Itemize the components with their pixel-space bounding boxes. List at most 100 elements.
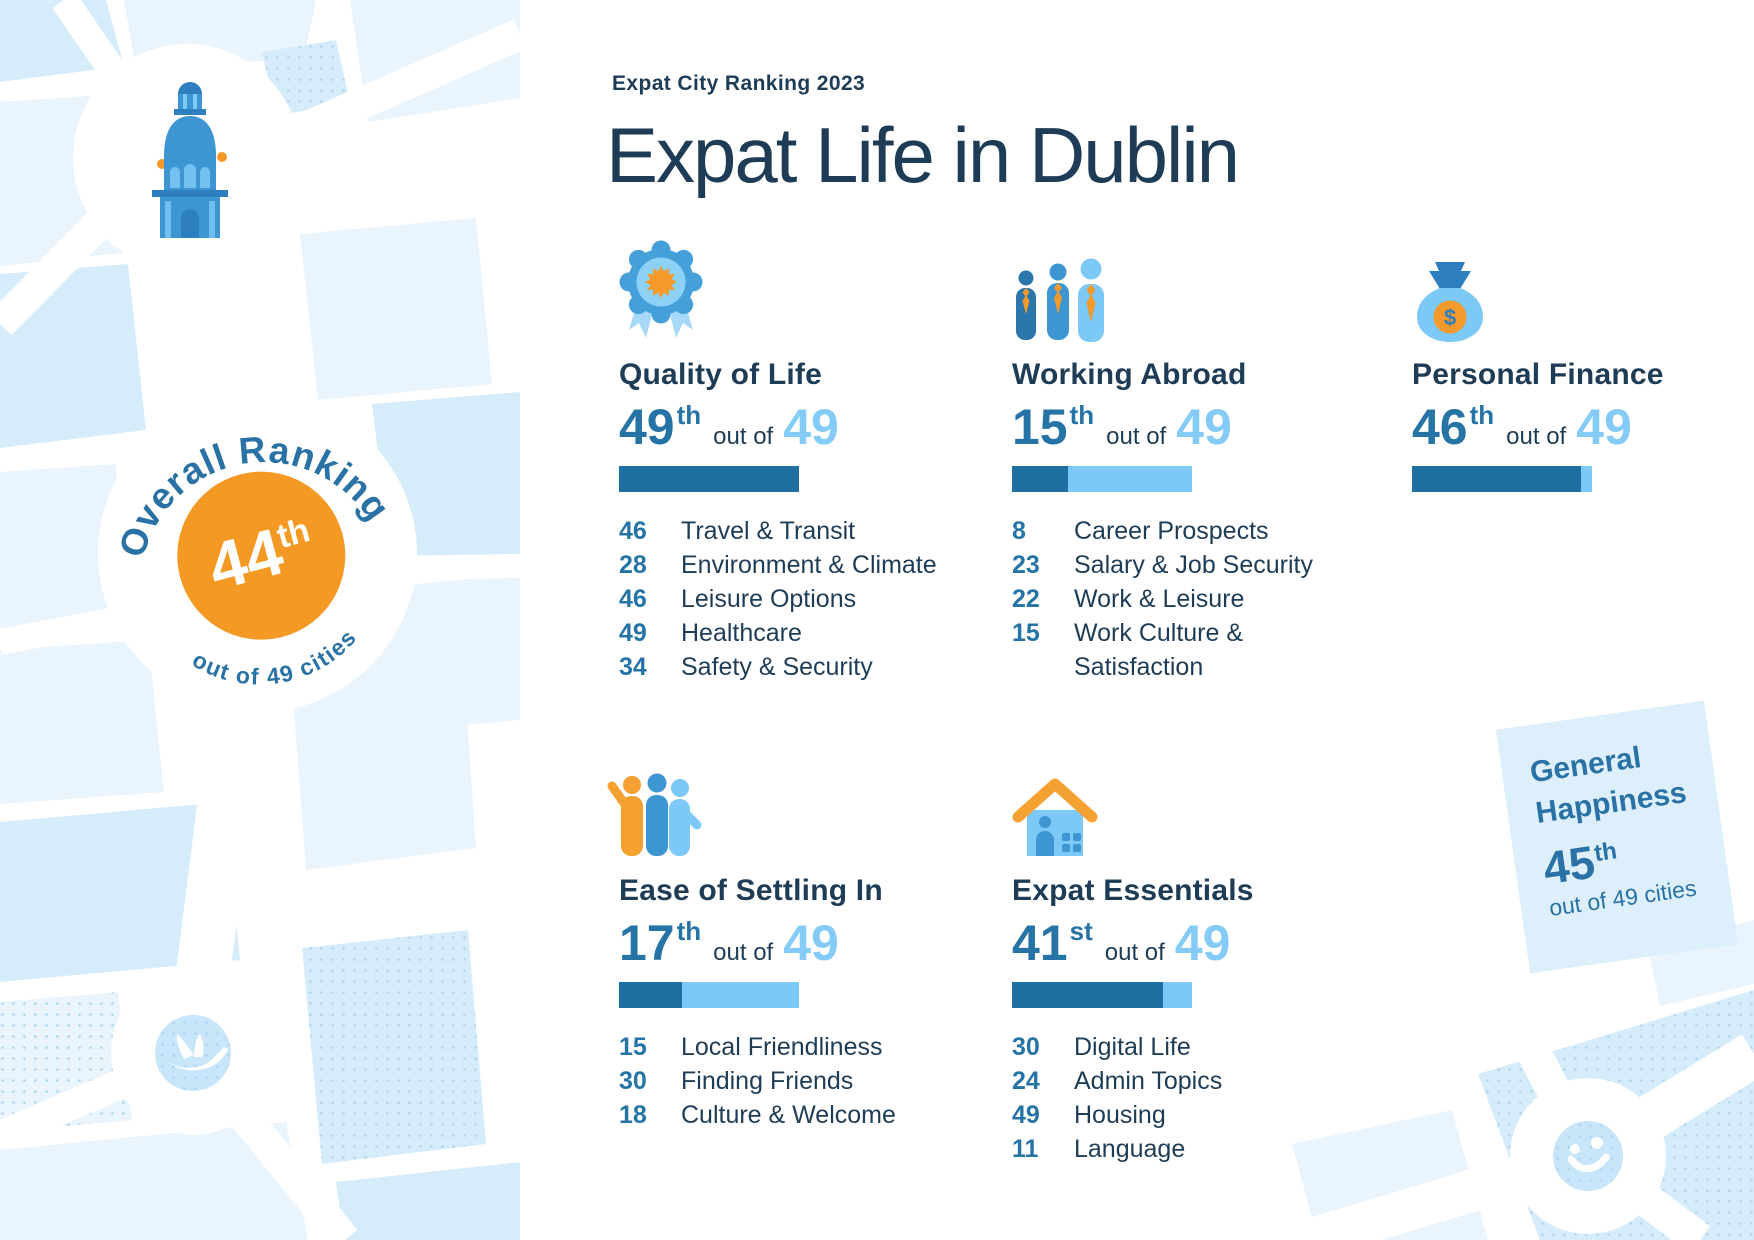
subcategory-row: 18 Culture & Welcome [619, 1098, 959, 1132]
rank-bar-fill [1412, 466, 1582, 492]
category-title: Quality of Life [619, 358, 823, 391]
rank-value: 46 [1412, 399, 1468, 455]
subcategory-row: 49 Housing [1012, 1098, 1352, 1132]
subcategory-row: 8 Career Prospects [1012, 514, 1352, 548]
subcategory-label: Work Culture & Satisfaction [1074, 619, 1244, 681]
subcategory-rank: 11 [1012, 1135, 1039, 1163]
subcategory-label: Work & Leisure [1074, 585, 1245, 613]
subcategory-list: 46 Travel & Transit 28 Environment & Clima… [619, 514, 959, 684]
category-card-ease-of-settling-in: Ease of Settling In 17th out of 49 15 Local… [607, 756, 959, 1132]
page-title: Expat Life in Dublin [606, 111, 1240, 199]
subcategory-rank: 34 [619, 653, 647, 681]
subcategory-rank: 8 [1012, 517, 1026, 545]
rank-value: 15 [1012, 399, 1068, 455]
subcategory-rank: 23 [1012, 551, 1040, 579]
subcategory-rank: 46 [619, 517, 647, 545]
subcategory-row: 34 Safety & Security [619, 650, 959, 684]
rank-suffix: th [676, 400, 702, 430]
rank-bar [1412, 466, 1592, 492]
rank-total: 49 [783, 399, 839, 455]
out-of-label: out of [1106, 423, 1167, 450]
general-happiness-card: General Happiness 45th out of 49 cities [1495, 700, 1739, 974]
subcategory-label: Housing [1074, 1101, 1166, 1129]
subcategory-label: Culture & Welcome [681, 1101, 896, 1129]
subcategory-label: Healthcare [681, 619, 802, 647]
category-title: Ease of Settling In [619, 874, 883, 907]
subcategory-label: Safety & Security [681, 653, 873, 681]
subcategory-rank: 49 [619, 619, 647, 647]
subcategory-row: 22 Work & Leisure [1012, 582, 1352, 616]
subcategory-list: 15 Local Friendliness 30 Finding Friends 1… [619, 1030, 959, 1132]
subcategory-row: 28 Environment & Climate [619, 548, 959, 582]
subcategory-rank: 15 [619, 1033, 647, 1061]
rank-suffix: th [1469, 400, 1495, 430]
category-title: Working Abroad [1012, 358, 1247, 391]
subcategory-row: 46 Leisure Options [619, 582, 959, 616]
subcategory-rank: 28 [619, 551, 647, 579]
rank-bar-fill [619, 466, 799, 492]
swan-icon [155, 1015, 231, 1091]
subcategory-row: 15 Local Friendliness [619, 1030, 959, 1064]
subcategory-label: Environment & Climate [681, 551, 937, 579]
category-card-working-abroad: Working Abroad 15th out of 49 8 Career Pros… [1012, 240, 1352, 684]
subcategory-label: Travel & Transit [681, 517, 856, 545]
rank-bar-fill [1012, 466, 1068, 492]
subcategory-rank: 30 [1012, 1033, 1040, 1061]
ranking-edition-label: Expat City Ranking 2023 [612, 72, 866, 95]
cathedral-icon [138, 80, 242, 243]
rank-total: 49 [1176, 399, 1232, 455]
subcategory-row: 11 Language [1012, 1132, 1352, 1166]
rank-suffix: th [1069, 400, 1095, 430]
rank-suffix: th [676, 916, 702, 946]
category-rank: 17th out of 49 [619, 918, 959, 968]
category-title: Personal Finance [1412, 358, 1664, 391]
subcategory-label: Salary & Job Security [1074, 551, 1313, 579]
overall-rank-circle [177, 471, 346, 640]
subcategory-rank: 49 [1012, 1101, 1040, 1129]
rank-value: 17 [619, 915, 675, 971]
category-card-quality-of-life: Quality of Life 49thout of 49 46 Travel & … [619, 240, 959, 684]
subcategory-row: 23 Salary & Job Security [1012, 548, 1352, 582]
general-happiness-title: General Happiness [1527, 741, 1689, 830]
rank-total: 49 [783, 915, 839, 971]
rank-bar [1012, 982, 1192, 1008]
rank-bar-fill [619, 982, 682, 1008]
rank-bar [1012, 466, 1192, 492]
out-of-label: out of [713, 939, 774, 966]
subcategory-list: 30 Digital Life 24 Admin Topics 49 Housing … [1012, 1030, 1352, 1166]
subcategory-rank: 46 [619, 585, 647, 613]
dollar-sign-glyph: $ [1444, 305, 1456, 330]
out-of-label: out of [1104, 939, 1165, 966]
subcategory-rank: 30 [619, 1067, 647, 1095]
subcategory-row: 24 Admin Topics [1012, 1064, 1352, 1098]
rank-value: 49 [619, 399, 675, 455]
subcategory-row: 49 Healthcare [619, 616, 959, 650]
category-rank: 41st out of 49 [1012, 918, 1352, 968]
subcategory-row: 30 Finding Friends [619, 1064, 959, 1098]
rank-bar [619, 982, 799, 1008]
overall-ranking-badge: Overall Ranking 44th out of 49 cities [96, 396, 417, 712]
rank-bar [619, 466, 799, 492]
subcategory-list: 8 Career Prospects 23 Salary & Job Securit… [1012, 514, 1352, 684]
rank-suffix: st [1069, 916, 1093, 946]
house-icon [1012, 756, 1352, 860]
rank-total: 49 [1174, 915, 1231, 971]
category-rank: 46th out of 49 [1412, 402, 1754, 452]
subcategory-label: Admin Topics [1074, 1067, 1223, 1095]
friends-group-icon [607, 756, 959, 860]
category-rank: 15th out of 49 [1012, 402, 1352, 452]
subcategory-label: Language [1074, 1135, 1186, 1163]
rank-value: 41 [1012, 915, 1068, 971]
subcategory-rank: 24 [1012, 1067, 1040, 1095]
subcategory-row: 15 Work Culture & Satisfaction [1012, 616, 1352, 684]
business-people-icon [1012, 240, 1352, 344]
category-card-expat-essentials: Expat Essentials 41st out of 49 30 Digital … [1012, 756, 1352, 1166]
category-title: Expat Essentials [1012, 874, 1254, 907]
rank-bar-fill [1012, 982, 1164, 1008]
money-bag-icon: $ [1412, 240, 1754, 344]
category-card-personal-finance: $ Personal Finance 46th out of 49 [1412, 240, 1754, 492]
subcategory-rank: 18 [619, 1101, 647, 1129]
rank-total: 49 [1576, 399, 1632, 455]
